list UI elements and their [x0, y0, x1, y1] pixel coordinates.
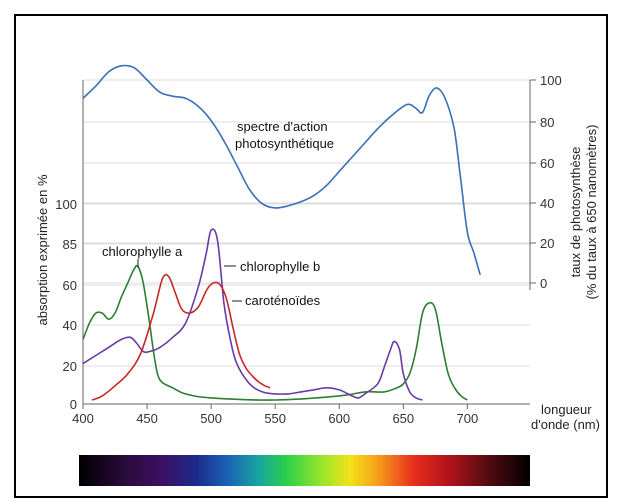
y-axis-right-label-line-1: taux de photosynthèse — [568, 147, 583, 278]
y-left-tick-label-0: 0 — [70, 397, 77, 412]
x-tick-label-400: 400 — [72, 411, 94, 426]
y-right-tick-label-40: 40 — [540, 196, 554, 211]
y-axis-left-label: absorption exprimée en % — [35, 174, 50, 325]
x-axis-label-line-1: longueur — [541, 402, 592, 417]
x-tick-label-550: 550 — [264, 411, 286, 426]
annotation-chlorophylle-b: chlorophylle b — [240, 259, 320, 274]
x-tick-label-650: 650 — [392, 411, 414, 426]
x-tick-label-500: 500 — [200, 411, 222, 426]
x-tick-label-600: 600 — [328, 411, 350, 426]
axes — [82, 80, 531, 405]
y-axis-right-label-line-2: (% du taux à 650 nanomètres) — [584, 125, 599, 300]
series-line-chlorophylle-a — [82, 264, 468, 401]
annotation-action-spectrum-line-1: spectre d'action — [237, 119, 328, 134]
y-left-tick-label-60: 60 — [63, 278, 77, 293]
annotation-carotenoides: caroténoïdes — [245, 293, 321, 308]
y-right-tick-label-80: 80 — [540, 115, 554, 130]
tick-labels: 400 450 500 550 600 650 700 0 20 40 60 85 100 0 20 40 60… — [55, 73, 561, 426]
y-right-tick-label-100: 100 — [540, 73, 562, 88]
series-line-spectre-d-action-photosynthetique — [82, 64, 481, 276]
y-left-tick-label-20: 20 — [63, 359, 77, 374]
x-axis-label-line-2: d'onde (nm) — [531, 417, 600, 432]
annotation-action-spectrum-line-2: photosynthétique — [235, 136, 334, 151]
y-right-tick-label-20: 20 — [540, 236, 554, 251]
y-right-tick-label-60: 60 — [540, 156, 554, 171]
x-tick-label-700: 700 — [457, 411, 479, 426]
series-line-chlorophylle-b — [82, 228, 423, 401]
series-line-carotenoides — [91, 273, 271, 401]
visible-spectrum-colorbar — [79, 455, 530, 486]
y-left-tick-label-100: 100 — [55, 197, 77, 212]
y-left-tick-label-40: 40 — [63, 318, 77, 333]
gridlines — [83, 79, 530, 367]
annotation-chlorophylle-a: chlorophylle a — [102, 244, 183, 259]
y-right-tick-label-0: 0 — [540, 276, 547, 291]
y-left-tick-label-85: 85 — [63, 237, 77, 252]
figure-frame — [14, 14, 608, 498]
annotations: spectre d'action photosynthétique chloroph… — [102, 119, 334, 308]
x-tick-label-450: 450 — [136, 411, 158, 426]
series-lines — [82, 64, 481, 401]
